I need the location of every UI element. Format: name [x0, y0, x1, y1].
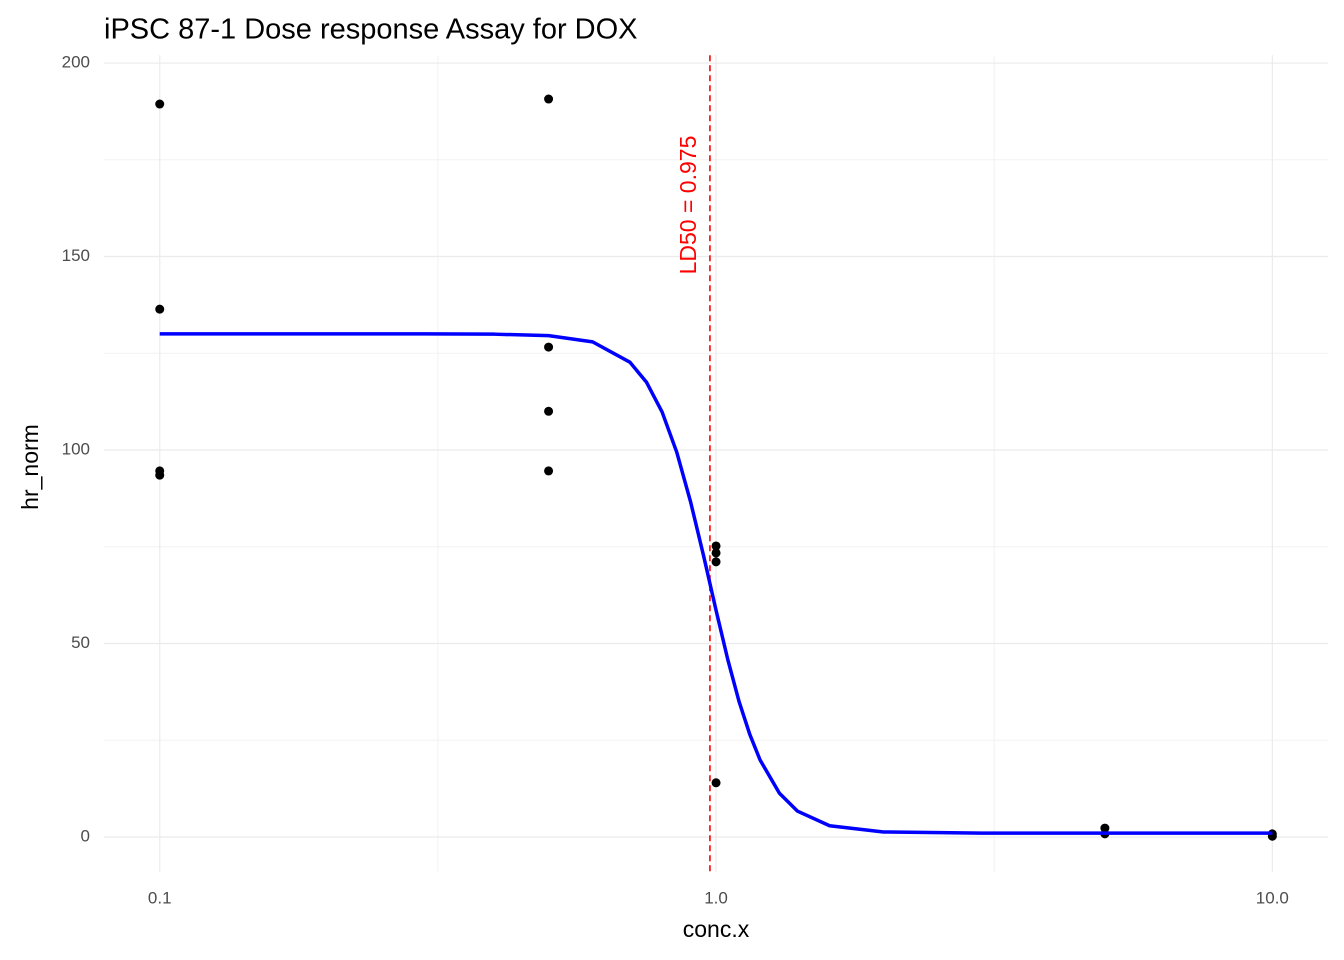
data-point [544, 342, 554, 352]
data-point [711, 541, 721, 551]
y-tick-label: 0 [81, 826, 90, 845]
y-tick-label: 100 [62, 439, 90, 458]
x-tick-label: 10.0 [1256, 888, 1289, 907]
data-point [155, 470, 165, 480]
data-point [711, 548, 721, 558]
x-tick-label: 1.0 [704, 888, 728, 907]
data-point [544, 466, 554, 476]
data-point [155, 99, 165, 109]
x-tick-label: 0.1 [148, 888, 172, 907]
data-point [544, 406, 554, 416]
data-point [544, 94, 554, 104]
y-axis-label: hr_norm [17, 424, 43, 510]
data-point [711, 557, 721, 567]
ld50-label: LD50 = 0.975 [675, 136, 701, 275]
data-point [711, 778, 721, 788]
x-axis-label: conc.x [683, 916, 750, 942]
y-tick-label: 50 [71, 633, 90, 652]
y-tick-label: 200 [62, 53, 90, 72]
chart-title: iPSC 87-1 Dose response Assay for DOX [104, 14, 638, 46]
fit-curve [159, 332, 1273, 835]
y-tick-label: 150 [62, 246, 90, 265]
data-point [155, 304, 165, 314]
